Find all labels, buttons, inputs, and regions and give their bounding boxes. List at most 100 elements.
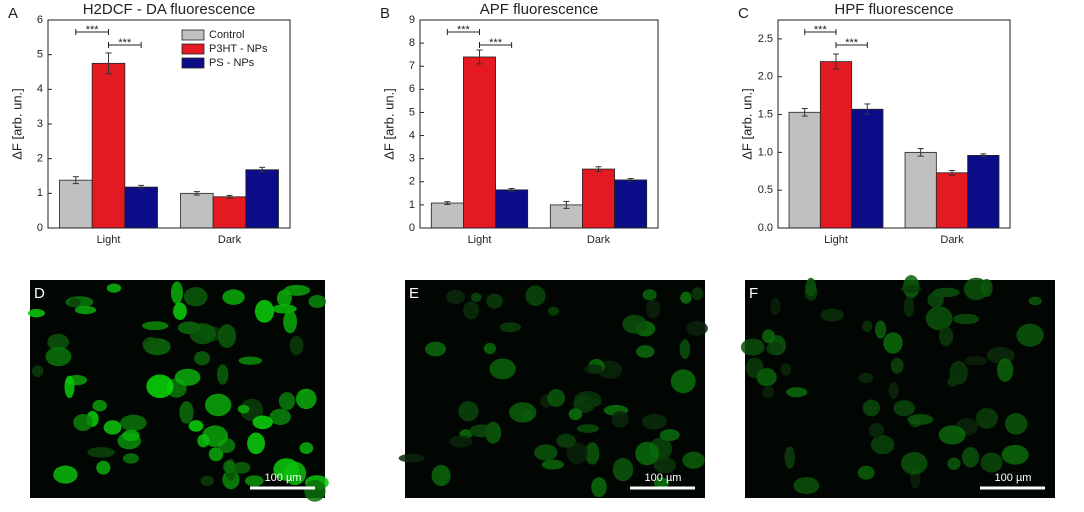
error-bar xyxy=(949,170,955,176)
x-tick-label: Dark xyxy=(587,234,611,246)
scale-bar-label: 100 µm xyxy=(265,472,302,484)
cell xyxy=(762,386,775,399)
cell xyxy=(585,442,600,465)
cell xyxy=(547,388,566,407)
cell xyxy=(194,351,211,366)
cell xyxy=(927,292,944,308)
cell xyxy=(568,408,583,421)
panel-label: C xyxy=(738,5,749,22)
cell xyxy=(27,308,45,318)
cell xyxy=(278,392,296,411)
cell xyxy=(92,399,107,412)
significance-label: *** xyxy=(86,24,100,36)
bar xyxy=(904,151,937,229)
error-bar xyxy=(444,201,451,205)
chart-title: APF fluorescence xyxy=(480,1,598,18)
cell xyxy=(183,287,208,307)
bar xyxy=(91,62,126,229)
y-tick-label: 7 xyxy=(409,60,415,72)
error-bar xyxy=(105,52,112,75)
cell xyxy=(47,333,69,351)
x-tick-label: Light xyxy=(97,234,121,246)
cell xyxy=(222,289,245,305)
cell xyxy=(489,358,516,380)
y-tick-label: 1.0 xyxy=(758,146,773,158)
bar xyxy=(967,154,1000,229)
error-bar xyxy=(864,103,871,116)
significance-label: *** xyxy=(845,37,859,49)
micrograph xyxy=(398,280,708,498)
error-bar xyxy=(72,176,79,185)
cell xyxy=(611,410,630,428)
y-axis-label: ΔF [arb. un.] xyxy=(9,88,24,160)
cell xyxy=(805,277,817,297)
bar xyxy=(614,179,648,229)
cell xyxy=(636,345,655,358)
cell xyxy=(238,356,263,365)
cell xyxy=(953,313,980,325)
significance-label: *** xyxy=(489,37,503,49)
cell xyxy=(766,341,784,356)
cell xyxy=(142,321,169,331)
panel-label: E xyxy=(409,285,419,302)
cell xyxy=(522,409,533,422)
y-tick-label: 0 xyxy=(37,222,43,234)
cell xyxy=(996,358,1014,382)
legend-swatch xyxy=(181,57,205,69)
cell xyxy=(200,475,214,486)
plot-frame xyxy=(419,19,659,229)
cell xyxy=(653,477,669,489)
y-tick-label: 0 xyxy=(409,222,415,234)
cell xyxy=(74,305,97,315)
y-tick-label: 4 xyxy=(409,129,415,141)
error-bar xyxy=(226,194,233,199)
cell xyxy=(308,294,326,309)
cell xyxy=(469,424,494,438)
cell xyxy=(173,302,187,320)
cell xyxy=(547,306,559,316)
y-tick-label: 2.0 xyxy=(758,71,773,83)
cell xyxy=(858,372,874,384)
y-tick-label: 3 xyxy=(409,153,415,165)
cell xyxy=(525,285,546,306)
error-bar xyxy=(917,148,924,157)
y-tick-label: 9 xyxy=(409,14,415,26)
cell xyxy=(73,414,93,431)
chart-title: HPF fluorescence xyxy=(834,1,953,18)
cell xyxy=(541,459,564,470)
legend-label: PS - NPs xyxy=(209,57,255,69)
y-tick-label: 8 xyxy=(409,37,415,49)
y-axis-label: ΔF [arb. un.] xyxy=(739,88,754,160)
bar xyxy=(495,189,529,229)
y-tick-label: 2 xyxy=(37,153,43,165)
y-tick-label: 6 xyxy=(37,14,43,26)
cell xyxy=(888,382,899,399)
bar xyxy=(212,196,247,229)
y-tick-label: 3 xyxy=(37,118,43,130)
cell xyxy=(670,369,696,394)
y-tick-label: 2 xyxy=(409,176,415,188)
significance-label: *** xyxy=(814,24,828,36)
cell xyxy=(862,320,873,333)
plot-frame xyxy=(777,19,1011,229)
cell xyxy=(691,287,704,301)
bar xyxy=(935,172,969,229)
cell xyxy=(244,475,264,487)
cell xyxy=(233,461,251,474)
x-tick-label: Dark xyxy=(218,234,242,246)
cell xyxy=(862,399,881,417)
cell xyxy=(820,308,844,322)
y-tick-label: 4 xyxy=(37,83,43,95)
cell xyxy=(122,453,139,464)
legend-label: P3HT - NPs xyxy=(209,43,268,55)
cell xyxy=(762,329,776,344)
cell xyxy=(252,415,273,430)
y-axis-label: ΔF [arb. un.] xyxy=(381,88,396,160)
significance-label: *** xyxy=(118,37,132,49)
error-bar xyxy=(833,53,839,70)
panel-label: B xyxy=(380,5,390,22)
cell xyxy=(680,291,692,304)
cell xyxy=(653,457,676,474)
cell xyxy=(857,465,875,480)
